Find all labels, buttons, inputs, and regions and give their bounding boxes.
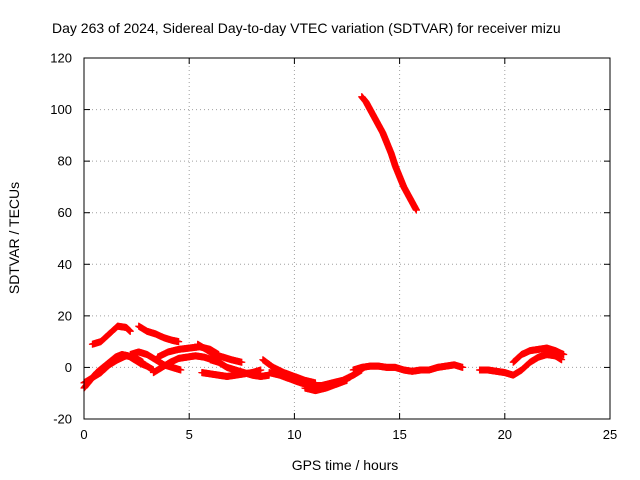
series-track-16: [425, 361, 467, 374]
data-point: [177, 366, 185, 374]
data-point: [257, 366, 265, 374]
series-track-17: [476, 351, 566, 379]
series-track-18: [509, 344, 568, 366]
series-track-4: [135, 322, 183, 346]
x-tick-label: 25: [603, 427, 617, 442]
y-tick-label: 100: [50, 102, 72, 117]
y-tick-label: 60: [58, 205, 72, 220]
x-tick-label: 5: [186, 427, 193, 442]
x-tick-label: 20: [498, 427, 512, 442]
y-tick-label: 40: [58, 257, 72, 272]
series-track-13: [301, 376, 351, 395]
y-tick-label: 120: [50, 51, 72, 66]
x-tick-label: 0: [80, 427, 87, 442]
series-track-10: [206, 356, 273, 380]
data-point: [558, 356, 566, 364]
y-tick-label: 80: [58, 154, 72, 169]
data-point: [459, 363, 467, 371]
chart-title: Day 263 of 2024, Sidereal Day-to-day VTE…: [52, 20, 561, 36]
series-track-15: [349, 362, 433, 375]
y-tick-label: 20: [58, 308, 72, 323]
data-point: [343, 376, 351, 384]
plot-frame: [83, 57, 611, 420]
x-axis-label: GPS time / hours: [292, 457, 399, 473]
y-tick-label: -20: [53, 412, 72, 427]
series-track-3: [88, 322, 134, 348]
y-axis-label: SDTVAR / TECUs: [6, 182, 22, 294]
data-point: [560, 351, 568, 359]
axis-ticks: 0 5 10 15 20 25 -20 0 20 40 60 80 100 120: [50, 51, 617, 443]
data-point: [238, 358, 246, 366]
x-tick-label: 10: [287, 427, 301, 442]
data-point: [412, 206, 420, 214]
y-tick-label: 0: [65, 360, 72, 375]
data-point: [139, 358, 147, 366]
data-point: [126, 327, 134, 335]
data-points: [80, 93, 568, 395]
series-track-9: [198, 366, 265, 380]
data-point: [175, 338, 183, 346]
series-track-5: [126, 348, 185, 374]
series-track-14: [358, 93, 420, 214]
series-track-8: [194, 340, 246, 366]
x-tick-label: 15: [392, 427, 406, 442]
